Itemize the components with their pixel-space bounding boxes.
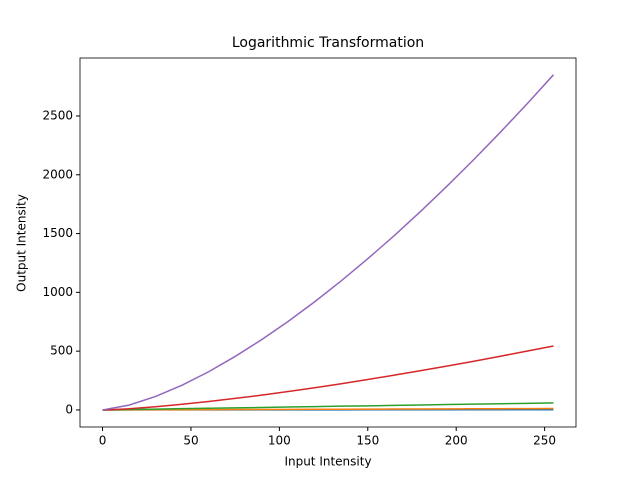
- x-tick-label: 150: [356, 434, 379, 448]
- y-axis-label: Output Intensity: [15, 194, 29, 292]
- y-tick-label: 2500: [42, 108, 73, 122]
- data-line: [102, 407, 554, 411]
- x-tick-label: 100: [268, 434, 291, 448]
- x-tick-label: 200: [445, 434, 468, 448]
- x-tick-label: 0: [99, 434, 107, 448]
- data-line: [102, 74, 555, 411]
- y-tick-label: 2000: [42, 167, 73, 181]
- x-axis-label: Input Intensity: [284, 455, 371, 469]
- y-tick-label: 0: [65, 402, 73, 416]
- plot-frame: [79, 57, 577, 428]
- y-tick-label: 1500: [42, 226, 73, 240]
- data-line: [102, 402, 554, 411]
- data-line: [102, 345, 554, 411]
- x-tick-label: 50: [183, 434, 198, 448]
- y-tick-label: 500: [50, 344, 73, 358]
- chart-title: Logarithmic Transformation: [232, 35, 424, 51]
- y-tick-label: 1000: [42, 285, 73, 299]
- x-tick-label: 250: [533, 434, 556, 448]
